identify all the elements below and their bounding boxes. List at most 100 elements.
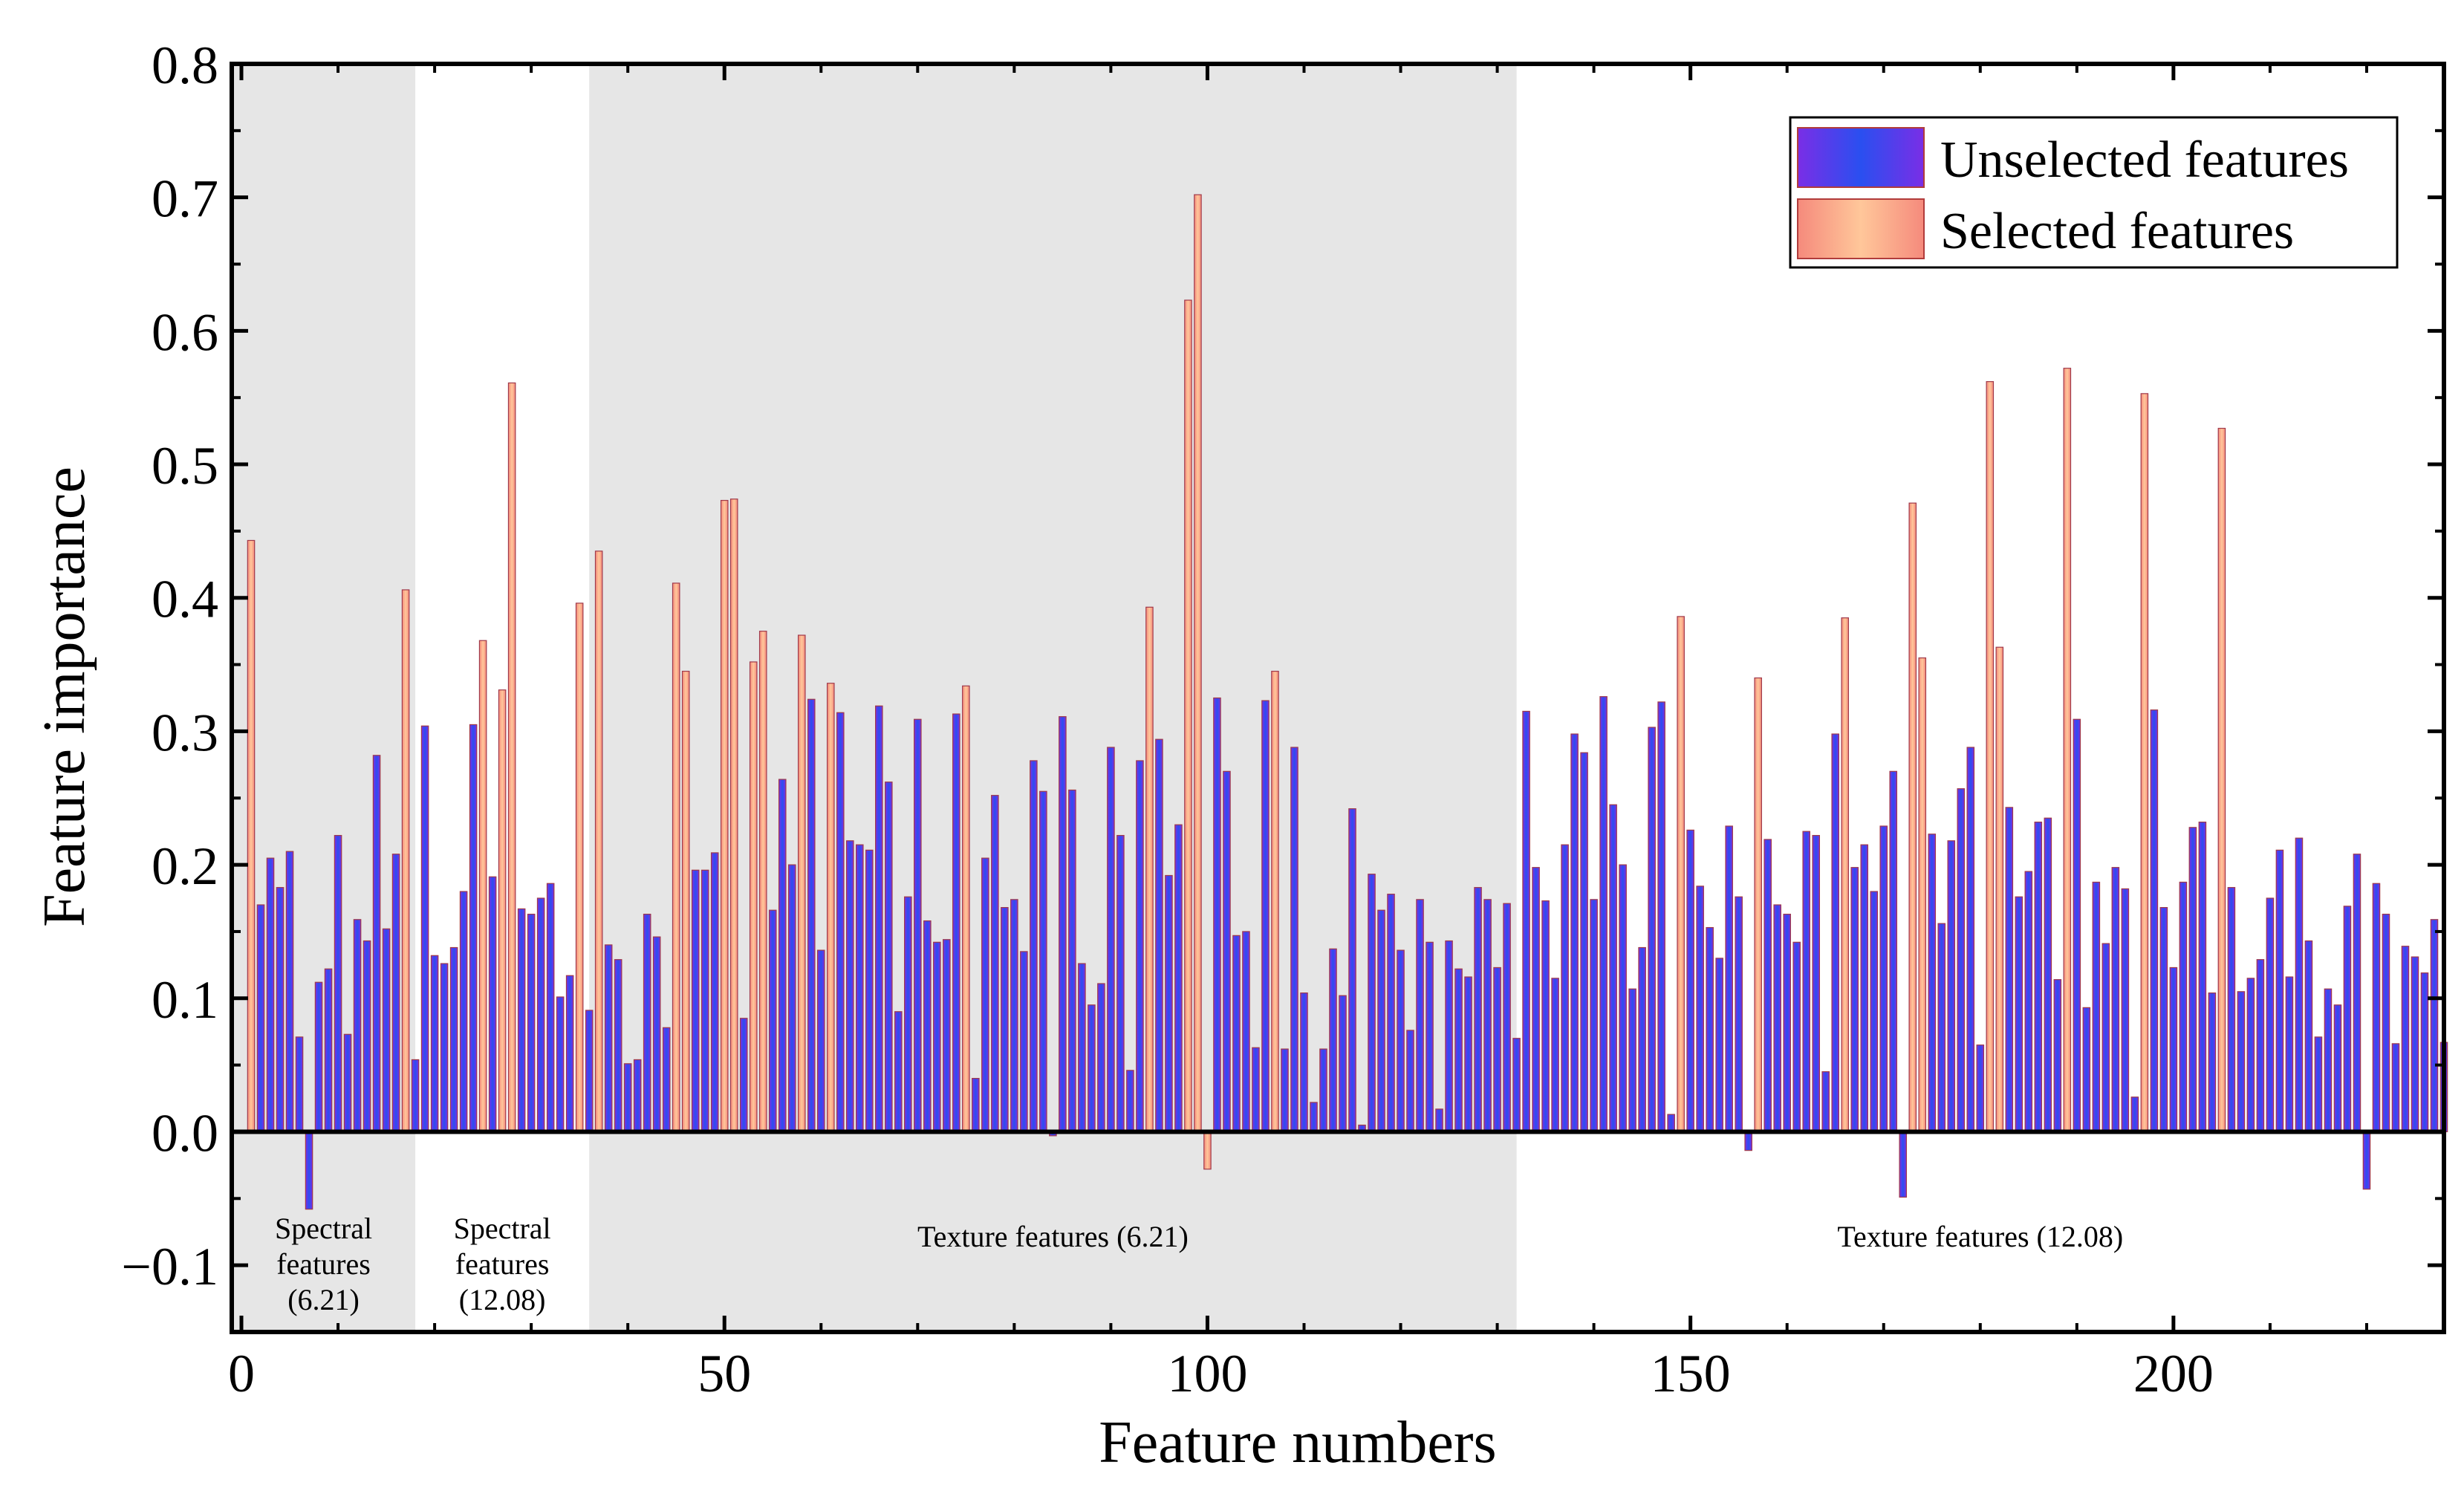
bar-216 [2324,988,2333,1133]
bar-125 [1445,940,1453,1133]
bar-92 [1126,1070,1134,1133]
bar-45 [672,582,680,1133]
bar-95 [1155,738,1163,1133]
bar-60 [816,949,825,1133]
bar-68 [894,1011,903,1133]
bar-28 [507,382,516,1133]
region-label-0-0: Spectral [275,1212,372,1245]
bar-117 [1368,874,1376,1133]
bar-170 [1879,825,1888,1133]
bar-83 [1039,790,1047,1133]
bar-174 [1918,657,1927,1133]
bar-70 [914,718,922,1133]
bar-73 [943,939,951,1133]
bar-101 [1213,697,1221,1133]
bar-44 [662,1027,671,1133]
bar-205 [2217,427,2226,1133]
bar-182 [1995,646,2004,1133]
bar-149 [1677,616,1685,1133]
bar-1 [247,539,256,1133]
bar-59 [807,698,816,1133]
bar-100 [1203,1131,1212,1170]
bar-96 [1165,874,1173,1133]
bar-147 [1657,701,1665,1133]
bar-225 [2411,956,2419,1133]
bar-107 [1271,670,1279,1133]
bar-4 [276,887,285,1133]
bar-162 [1802,831,1810,1133]
bar-165 [1831,733,1840,1133]
bar-103 [1232,935,1241,1133]
region-shading [232,64,1517,1332]
bar-157 [1754,677,1762,1133]
bar-195 [2121,888,2130,1133]
bar-14 [372,755,381,1133]
bar-218 [2343,906,2352,1133]
bar-154 [1725,825,1733,1133]
bar-38 [604,944,613,1133]
bar-187 [2044,817,2052,1133]
bar-118 [1377,909,1385,1133]
bar-146 [1648,727,1656,1133]
bar-202 [2188,827,2197,1133]
bar-136 [1551,978,1559,1133]
bar-80 [1010,899,1018,1133]
bar-87 [1078,963,1086,1133]
bar-121 [1406,1030,1414,1133]
bar-163 [1812,834,1820,1133]
y-tick-label-8: 0.7 [152,169,218,229]
y-tick-label-1: 0.0 [152,1103,218,1163]
bar-13 [363,940,371,1133]
bar-181 [1986,381,1995,1133]
bar-142 [1609,804,1617,1133]
bar-207 [2237,991,2246,1133]
bar-40 [623,1063,632,1133]
bar-26 [488,876,497,1133]
bar-180 [1976,1044,1985,1133]
bar-200 [2169,966,2178,1133]
bar-49 [710,852,719,1133]
bar-110 [1300,992,1308,1133]
bar-208 [2246,978,2255,1133]
bar-43 [652,936,661,1133]
bar-63 [845,840,854,1133]
bar-123 [1426,941,1434,1133]
bar-194 [2111,867,2120,1133]
bar-224 [2401,946,2410,1133]
region-label-1-2: (12.08) [459,1283,546,1316]
bar-128 [1474,887,1482,1133]
bar-212 [2285,976,2294,1133]
y-tick-label-5: 0.4 [152,570,218,629]
bar-151 [1696,886,1704,1133]
bar-144 [1628,988,1636,1133]
bar-34 [565,975,574,1133]
bar-51 [729,498,738,1133]
bar-215 [2314,1036,2323,1133]
bar-122 [1416,899,1424,1133]
x-axis-title: Feature numbers [1099,1410,1496,1475]
bar-223 [2391,1043,2400,1133]
bar-20 [430,955,439,1133]
bar-153 [1715,958,1723,1133]
y-tick-label-9: 0.8 [152,36,218,95]
bar-88 [1088,1004,1096,1133]
bar-226 [2420,972,2429,1133]
bar-2 [256,904,265,1133]
bar-173 [1908,502,1917,1133]
bar-75 [962,685,970,1133]
bar-56 [778,779,787,1133]
bar-189 [2063,368,2072,1133]
x-tick-label-1: 50 [698,1344,751,1403]
bar-203 [2198,822,2207,1133]
bar-167 [1850,867,1859,1133]
bar-109 [1290,747,1298,1133]
bar-15 [382,928,391,1133]
bar-37 [594,550,603,1133]
bar-196 [2130,1096,2139,1133]
bar-3 [266,857,275,1133]
bar-62 [836,712,845,1133]
bar-94 [1145,606,1154,1133]
bar-158 [1764,839,1772,1133]
bar-143 [1619,864,1627,1133]
